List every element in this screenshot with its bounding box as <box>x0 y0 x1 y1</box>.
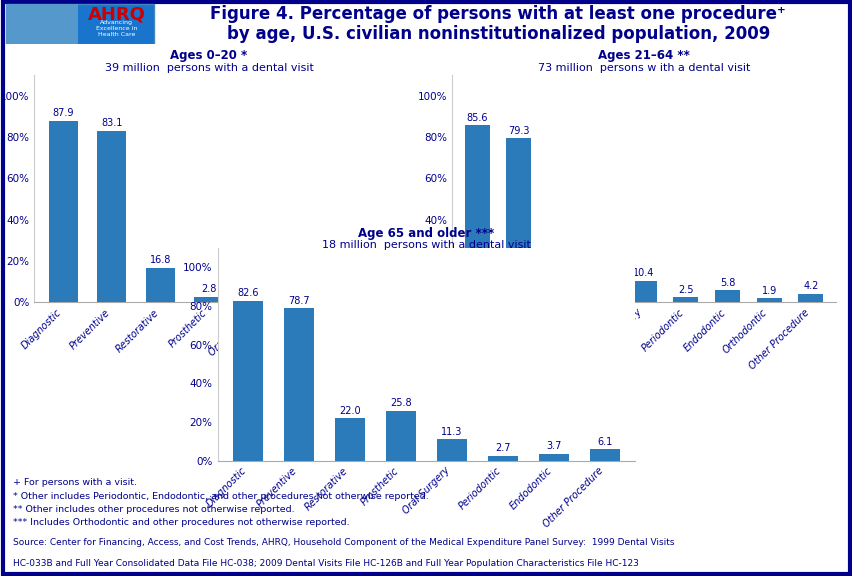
Text: 2.7: 2.7 <box>495 444 510 453</box>
Text: 2.8: 2.8 <box>201 284 216 294</box>
Text: 18 million  persons with a dental visit: 18 million persons with a dental visit <box>322 240 530 250</box>
Text: AHRQ: AHRQ <box>88 6 146 24</box>
Bar <box>547 260 573 302</box>
Text: 20.3: 20.3 <box>550 248 571 258</box>
Text: 82.6: 82.6 <box>237 289 258 298</box>
Bar <box>97 131 126 302</box>
Text: 11.3: 11.3 <box>440 427 462 437</box>
Bar <box>538 454 568 461</box>
Bar <box>672 297 698 302</box>
Bar <box>487 456 518 461</box>
Bar <box>49 120 78 302</box>
Text: HC-033B and Full Year Consolidated Data File HC-038; 2009 Dental Visits File HC-: HC-033B and Full Year Consolidated Data … <box>13 559 638 568</box>
Text: Figure 4. Percentage of persons with at least one procedure⁺: Figure 4. Percentage of persons with at … <box>210 6 786 24</box>
Text: 22.0: 22.0 <box>339 406 360 416</box>
Text: 4.2: 4.2 <box>803 281 818 291</box>
Text: 79.3: 79.3 <box>508 126 529 136</box>
Bar <box>506 138 531 302</box>
Text: 7.6: 7.6 <box>250 274 265 284</box>
Text: 15.1: 15.1 <box>295 259 316 268</box>
Bar <box>340 295 369 302</box>
Text: 6.1: 6.1 <box>596 437 612 446</box>
Bar <box>291 271 320 302</box>
Text: 87.9: 87.9 <box>53 108 74 118</box>
Text: 16.8: 16.8 <box>150 255 171 265</box>
FancyBboxPatch shape <box>3 2 849 574</box>
Text: 3.5: 3.5 <box>347 283 362 293</box>
Text: + For persons with a visit.: + For persons with a visit. <box>13 479 136 487</box>
Text: ** Other includes other procedures not otherwise reported.: ** Other includes other procedures not o… <box>13 505 294 514</box>
Bar <box>233 301 263 461</box>
Text: Advancing
Excellence in
Health Care: Advancing Excellence in Health Care <box>95 20 137 37</box>
Text: Ages 21–64 **: Ages 21–64 ** <box>597 48 689 62</box>
Bar <box>714 290 740 302</box>
Text: 73 million  persons w ith a dental visit: 73 million persons w ith a dental visit <box>538 63 749 73</box>
Text: 16.1: 16.1 <box>591 257 613 267</box>
Bar <box>194 297 223 302</box>
Text: 78.7: 78.7 <box>288 296 309 306</box>
Text: 10.4: 10.4 <box>632 268 654 278</box>
Text: Age 65 and older ***: Age 65 and older *** <box>358 226 494 240</box>
Text: by age, U.S. civilian noninstitutionalized population, 2009: by age, U.S. civilian noninstitutionaliz… <box>227 25 769 43</box>
Bar <box>589 269 614 302</box>
Bar <box>146 268 175 302</box>
FancyBboxPatch shape <box>6 3 153 44</box>
Text: 3.7: 3.7 <box>545 441 561 452</box>
Bar <box>334 418 365 461</box>
Bar <box>284 308 314 461</box>
Text: 25.8: 25.8 <box>389 399 412 408</box>
Bar <box>756 298 780 302</box>
Bar <box>464 126 489 302</box>
Text: 5.8: 5.8 <box>719 278 734 288</box>
Text: Source: Center for Financing, Access, and Cost Trends, AHRQ, Household Component: Source: Center for Financing, Access, an… <box>13 538 673 547</box>
Text: 39 million  persons with a dental visit: 39 million persons with a dental visit <box>105 63 313 73</box>
Bar <box>589 449 619 461</box>
Text: 85.6: 85.6 <box>466 113 487 123</box>
Text: * Other includes Periodontic, Endodontic, and other procedures not otherwise rep: * Other includes Periodontic, Endodontic… <box>13 492 428 501</box>
Bar <box>436 439 467 461</box>
Bar <box>797 294 822 302</box>
FancyBboxPatch shape <box>6 3 78 44</box>
Text: 83.1: 83.1 <box>101 118 123 128</box>
Text: *** Includes Orthodontic and other procedures not otherwise reported.: *** Includes Orthodontic and other proce… <box>13 518 349 527</box>
Text: Ages 0–20 *: Ages 0–20 * <box>170 48 247 62</box>
Text: 1.9: 1.9 <box>761 286 776 296</box>
Bar <box>243 287 272 302</box>
Bar <box>385 411 416 461</box>
Text: 2.5: 2.5 <box>677 285 693 295</box>
Bar <box>630 281 656 302</box>
